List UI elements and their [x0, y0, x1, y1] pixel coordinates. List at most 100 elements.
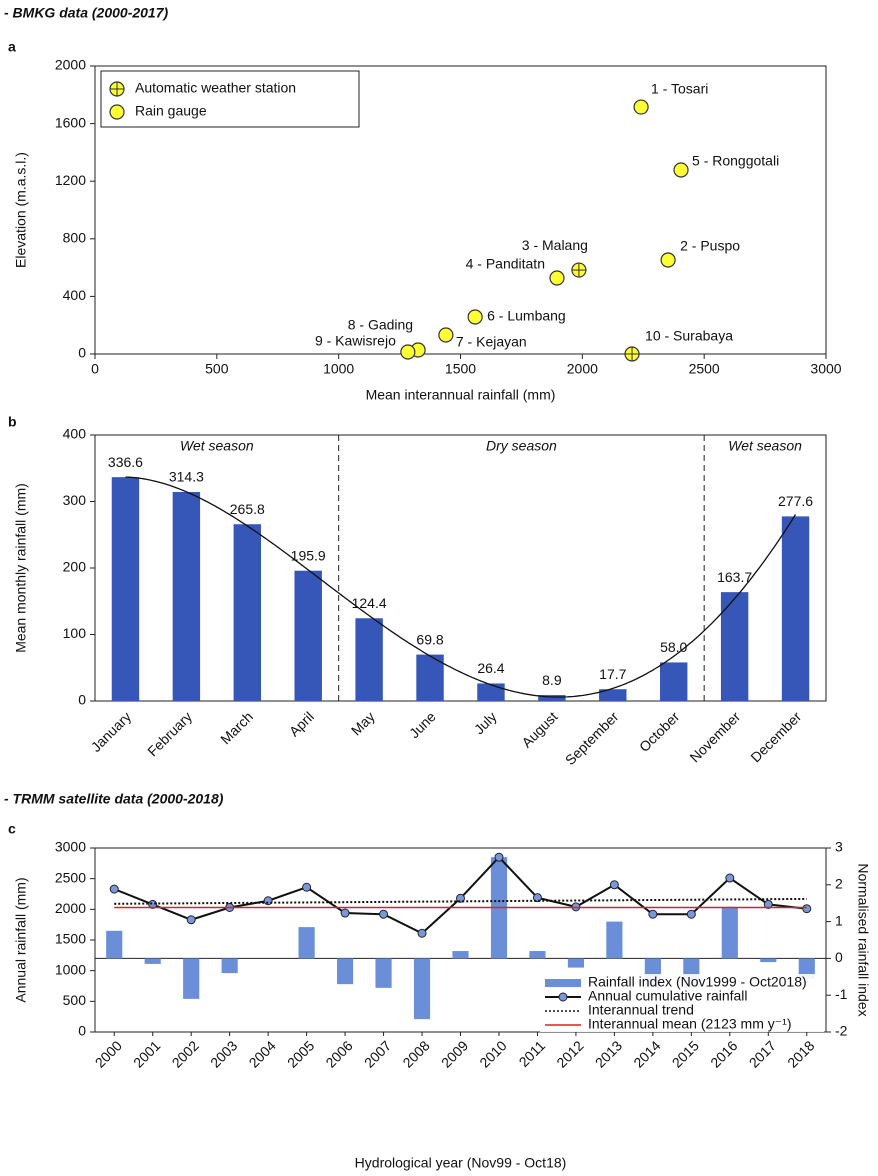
- point: [660, 252, 676, 268]
- bar: [336, 958, 354, 985]
- point-label: 3 - Malang: [522, 237, 588, 253]
- value-label: 314.3: [169, 469, 204, 485]
- y-tick-label: 2000: [55, 900, 86, 916]
- x-tick-label: 2013: [592, 1037, 625, 1070]
- bar: [721, 906, 738, 959]
- point: [109, 884, 119, 894]
- bar: [221, 958, 238, 974]
- point-label: 5 - Ronggotali: [692, 153, 779, 169]
- x-tick-label: 2012: [553, 1037, 586, 1070]
- bar: [529, 951, 546, 959]
- bar: [660, 662, 688, 701]
- bar: [760, 958, 777, 963]
- x-tick-label: September: [562, 708, 622, 768]
- season-label: Wet season: [180, 438, 254, 454]
- x-tick-label: December: [747, 708, 804, 765]
- value-label: 17.7: [599, 666, 626, 682]
- point: [456, 893, 465, 903]
- x-tick-label: 2000: [567, 361, 598, 377]
- value-label: 124.4: [352, 595, 387, 611]
- y-tick-label: 1200: [55, 172, 86, 188]
- x-tick-label: 2003: [207, 1037, 240, 1070]
- point-label: 6 - Lumbang: [487, 308, 566, 324]
- x-tick-label: 2015: [669, 1037, 702, 1070]
- value-label: 277.6: [778, 493, 813, 509]
- point: [609, 880, 619, 890]
- y-tick-label: 1000: [55, 961, 86, 977]
- heading: - TRMM satellite data (2000-2018): [4, 791, 224, 807]
- value-label: 195.9: [291, 547, 326, 563]
- point: [624, 346, 640, 362]
- x-tick-label: 2000: [92, 1037, 125, 1070]
- y-tick-label: 100: [63, 625, 87, 641]
- value-label: 69.8: [416, 631, 443, 647]
- y-tick-label: 2000: [55, 57, 86, 73]
- point: [802, 904, 812, 914]
- x-tick-label: 2017: [746, 1037, 779, 1070]
- trend-line: [114, 897, 807, 905]
- point: [549, 270, 565, 286]
- point-marker: [400, 344, 416, 360]
- point-label: 4 - Panditatn: [466, 256, 545, 272]
- x-tick-label: 2004: [246, 1037, 279, 1070]
- legend-marker: [109, 81, 125, 97]
- bar: [477, 683, 505, 701]
- bar: [798, 958, 815, 979]
- legend-label: Annual cumulative rainfall: [588, 988, 748, 1004]
- bar: [720, 592, 749, 701]
- x-tick-label: 2009: [438, 1037, 471, 1070]
- legend-marker: [558, 992, 568, 1002]
- point: [725, 873, 735, 883]
- value-label: 163.7: [717, 569, 752, 585]
- y2-tick-label: -1: [835, 986, 848, 1002]
- point-label: 9 - Kawisrejo: [315, 333, 396, 349]
- point-label: 8 - Gading: [348, 317, 413, 333]
- point: [417, 928, 427, 938]
- point: [494, 852, 504, 862]
- bar: [298, 927, 315, 959]
- value-label: 265.8: [230, 501, 265, 517]
- point: [302, 882, 312, 892]
- bar: [172, 491, 201, 701]
- y-tick-label: 1500: [55, 931, 86, 947]
- x-tick-label: 2001: [130, 1037, 163, 1070]
- bar: [233, 524, 261, 701]
- point: [686, 909, 696, 919]
- y-tick-label: 1600: [55, 114, 86, 130]
- x-tick-label: 2005: [284, 1037, 317, 1070]
- point: [340, 908, 350, 918]
- legend-label: Automatic weather station: [135, 80, 296, 96]
- point: [571, 262, 587, 278]
- x-tick-label: 500: [205, 361, 229, 377]
- bar: [599, 689, 627, 701]
- bar: [538, 695, 566, 701]
- x-tick-label: 2011: [516, 1037, 549, 1070]
- point: [763, 899, 773, 909]
- point: [379, 909, 389, 919]
- y-tick-label: 3000: [55, 839, 86, 855]
- y-axis-label: Mean monthly rainfall (mm): [13, 483, 29, 653]
- value-label: 58.0: [660, 639, 687, 655]
- y2-tick-label: 1: [835, 912, 843, 928]
- legend-marker: [109, 104, 125, 120]
- y-tick-label: 300: [63, 492, 87, 508]
- value-label: 8.9: [542, 672, 562, 688]
- point-marker: [109, 104, 125, 120]
- legend-label: Interannual trend: [588, 1002, 694, 1018]
- point: [673, 162, 689, 178]
- value-label: 336.6: [108, 454, 143, 470]
- bar: [567, 958, 585, 968]
- y-axis-label: Elevation (m.a.s.l.): [13, 152, 29, 268]
- point-marker: [660, 252, 676, 268]
- bar: [781, 516, 810, 701]
- bar: [452, 951, 469, 959]
- x-tick-label: August: [518, 708, 560, 750]
- y-tick-label: 800: [63, 230, 87, 246]
- point-marker: [549, 270, 565, 286]
- y-tick-label: 2500: [55, 869, 86, 885]
- point: [648, 909, 658, 919]
- point-label: 1 - Tosari: [651, 81, 708, 97]
- point-marker: [673, 162, 689, 178]
- point: [438, 327, 454, 343]
